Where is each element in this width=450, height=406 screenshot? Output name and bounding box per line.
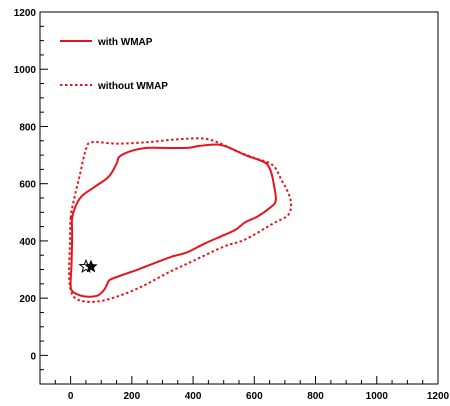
- legend-label-with-wmap: with WMAP: [97, 37, 153, 48]
- x-tick-label: 1200: [427, 391, 450, 401]
- x-tick-label: 400: [185, 391, 202, 401]
- star-marker-filled: [84, 259, 98, 273]
- y-tick-label: 1000: [14, 65, 37, 76]
- contour-without-wmap: [68, 137, 293, 303]
- x-tick-label: 800: [307, 391, 324, 401]
- y-tick-label: 200: [19, 294, 36, 305]
- series-layer: [68, 137, 293, 303]
- y-tick-label: 800: [19, 122, 36, 133]
- legend-label-without-wmap: without WMAP: [97, 81, 168, 92]
- y-tick-label: 0: [30, 351, 36, 362]
- x-tick-label: 1000: [366, 391, 389, 401]
- contour-with-wmap: [69, 143, 277, 298]
- y-tick-label: 600: [19, 180, 36, 191]
- y-tick-label: 400: [19, 237, 36, 248]
- plot-frame: [39, 11, 439, 385]
- x-axis-ticks: 0 200 400 600 800 1000 1200: [39, 376, 450, 402]
- legend: with WMAP without WMAP: [60, 37, 168, 92]
- x-tick-label: 0: [68, 391, 74, 401]
- y-axis-ticks: 0 200 400 600 800 1000 1200: [14, 8, 48, 385]
- x-tick-label: 600: [246, 391, 263, 401]
- x-tick-label: 200: [124, 391, 141, 401]
- y-tick-label: 1200: [14, 8, 37, 19]
